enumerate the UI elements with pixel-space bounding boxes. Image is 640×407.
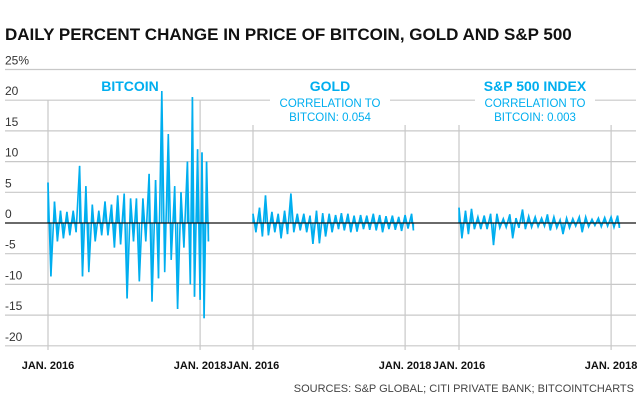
y-tick-label: 10 [5,146,19,160]
correlation-annotation: CORRELATION TO [280,98,381,110]
y-tick-label: -5 [5,238,16,252]
y-tick-label: -15 [5,299,23,313]
x-tick-label: JAN. 2016 [227,360,280,372]
panel-title: BITCOIN [101,78,159,94]
series-line-2 [458,207,621,246]
y-tick-label: -10 [5,268,23,282]
panel-title: S&P 500 INDEX [484,78,587,94]
y-tick-label: -20 [5,330,23,344]
correlation-annotation: BITCOIN: 0.054 [289,112,371,124]
source-note: SOURCES: S&P GLOBAL; CITI PRIVATE BANK; … [294,383,634,395]
x-tick-label: JAN. 2018 [379,360,432,372]
chart-title: DAILY PERCENT CHANGE IN PRICE OF BITCOIN… [5,25,572,44]
x-tick-label: JAN. 2018 [174,360,227,372]
vertical-grid [47,100,612,350]
y-tick-label: 5 [5,176,12,190]
correlation-annotation: CORRELATION TO [485,98,586,110]
correlation-annotation: BITCOIN: 0.003 [494,112,576,124]
y-tick-label: 15 [5,115,19,129]
panel-title: GOLD [310,78,350,94]
y-tick-label: 0 [5,207,12,221]
y-tick-label: 25% [5,54,29,68]
series-line-1 [252,193,415,244]
annotation-bg [475,78,595,128]
y-tick-label: 20 [5,84,19,98]
x-tick-label: JAN. 2018 [585,360,638,372]
x-tick-label: JAN. 2016 [433,360,486,372]
grid [5,68,636,347]
x-tick-label: JAN. 2016 [22,360,75,372]
annotation-bg [270,78,390,128]
